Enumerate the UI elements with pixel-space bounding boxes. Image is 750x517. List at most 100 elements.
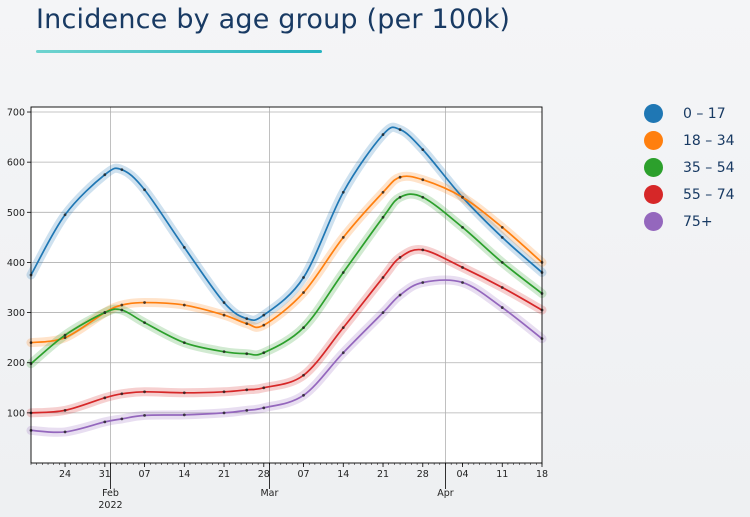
legend-color-dot [644,131,663,150]
data-point [63,336,67,340]
legend-item: 35 – 54 [644,154,735,181]
legend-color-dot [644,212,663,231]
data-point [381,276,385,279]
data-point [120,392,124,396]
y-axis: 100 200 300 400 500 600 700 [7,108,31,419]
x-tick-label: 28 [258,469,270,480]
data-point [103,420,107,424]
legend-label: 75+ [683,213,713,230]
y-tick-label: 100 [7,408,25,419]
data-point [341,326,345,330]
data-point [500,225,504,229]
data-point [341,351,345,355]
data-point [398,175,402,179]
x-tick-label: 14 [337,469,349,480]
data-point [143,188,146,192]
data-point [222,313,226,317]
legend-item: 55 – 74 [644,181,735,208]
data-point [302,393,305,397]
data-point [341,271,345,274]
month-label: Apr [437,488,454,499]
data-point [341,190,345,194]
series-lines [29,126,544,434]
data-point [63,430,67,434]
legend-item: 75+ [644,208,735,235]
data-point [143,301,146,304]
x-tick-label: 31 [99,469,111,480]
data-point [461,281,464,284]
y-tick-label: 600 [7,158,25,169]
data-point [182,303,186,307]
data-point [262,323,266,327]
data-point [222,390,226,394]
x-tick-label: 07 [139,469,151,480]
y-tick-label: 200 [7,358,25,369]
x-tick-label: 04 [456,469,468,480]
legend-label: 18 – 34 [683,132,735,149]
data-point [381,190,385,194]
data-point [381,311,385,314]
data-point [262,351,266,355]
legend-color-dot [644,104,663,123]
data-point [398,195,402,199]
x-tick-label: 14 [178,469,190,480]
data-point [245,388,249,392]
data-point [182,413,186,417]
x-tick-label: 18 [536,469,548,480]
data-point [421,178,425,182]
x-tick-label: 28 [417,469,429,480]
data-point [398,293,402,297]
data-point [500,306,504,309]
data-point [262,386,266,390]
data-point [302,291,305,294]
data-point [120,168,124,172]
legend-label: 35 – 54 [683,159,735,176]
data-point [421,195,425,199]
data-point [500,235,504,239]
data-point [381,215,385,219]
legend-color-dot [644,185,663,204]
data-point [182,341,186,345]
grid-lines [31,107,542,463]
data-point [461,195,464,199]
slide-title: Incidence by age group (per 100k) [36,4,511,35]
data-point [302,326,305,330]
data-point [245,317,249,320]
data-point [245,322,249,326]
data-point [381,133,385,136]
title-underline [36,50,322,53]
data-point [421,148,425,152]
data-point [398,128,402,131]
data-point [63,213,67,217]
data-point [103,396,107,400]
x-tick-label: 24 [59,469,71,480]
data-point [63,333,67,337]
data-point [302,373,305,377]
y-tick-label: 500 [7,208,25,219]
data-point [461,266,464,269]
data-point [222,411,226,415]
data-point [143,390,146,394]
data-point [245,352,249,356]
data-point [143,321,146,325]
data-point [222,350,226,354]
month-label: Mar [260,488,278,499]
data-point [461,225,464,229]
x-tick-label: 11 [496,469,508,480]
data-point [262,313,266,317]
year-label: 2022 [98,500,122,511]
data-point [245,408,249,412]
data-point [500,261,504,264]
data-point [421,248,425,252]
data-point [182,245,186,249]
legend-item: 0 – 17 [644,100,735,127]
x-tick-label: 21 [218,469,230,480]
data-point [500,286,504,289]
data-point [222,301,226,304]
y-tick-label: 300 [7,308,25,319]
data-point [398,256,402,259]
data-point [421,281,425,284]
data-point [262,406,266,410]
y-tick-label: 700 [7,108,25,119]
